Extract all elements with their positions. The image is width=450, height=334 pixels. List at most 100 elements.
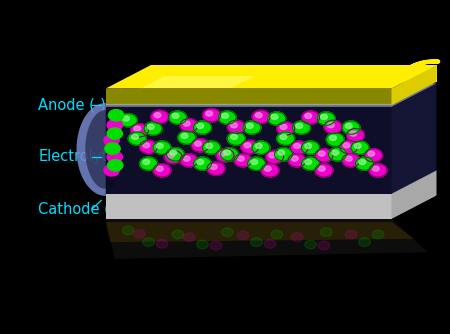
Circle shape <box>224 150 231 155</box>
Circle shape <box>320 228 332 236</box>
Circle shape <box>264 166 271 171</box>
Circle shape <box>368 151 375 156</box>
Circle shape <box>180 154 198 167</box>
Circle shape <box>351 141 369 154</box>
Circle shape <box>134 229 145 238</box>
Polygon shape <box>106 170 436 194</box>
Circle shape <box>359 238 370 246</box>
Circle shape <box>255 113 262 118</box>
Circle shape <box>197 123 204 129</box>
Polygon shape <box>392 65 436 105</box>
Circle shape <box>156 166 163 171</box>
Circle shape <box>147 124 154 130</box>
Circle shape <box>246 123 253 129</box>
Circle shape <box>302 141 319 154</box>
Circle shape <box>219 151 226 156</box>
Circle shape <box>369 164 387 177</box>
Circle shape <box>292 121 310 134</box>
Circle shape <box>194 141 202 146</box>
Circle shape <box>143 159 150 165</box>
Circle shape <box>119 114 137 127</box>
Circle shape <box>169 111 187 124</box>
Polygon shape <box>86 110 115 189</box>
Circle shape <box>227 132 245 145</box>
Circle shape <box>244 143 251 148</box>
Circle shape <box>191 139 209 152</box>
Circle shape <box>350 131 357 136</box>
Polygon shape <box>106 65 436 89</box>
Circle shape <box>107 151 122 163</box>
Polygon shape <box>142 76 254 88</box>
Circle shape <box>237 156 244 161</box>
Circle shape <box>302 157 319 170</box>
Circle shape <box>318 241 330 250</box>
Circle shape <box>251 238 262 246</box>
Circle shape <box>305 143 312 149</box>
Circle shape <box>345 230 357 239</box>
Circle shape <box>202 141 220 154</box>
Circle shape <box>320 114 328 120</box>
Circle shape <box>291 156 298 161</box>
Circle shape <box>328 148 346 161</box>
Circle shape <box>315 164 333 177</box>
Circle shape <box>305 240 316 249</box>
Circle shape <box>143 238 154 246</box>
Circle shape <box>280 124 287 130</box>
Circle shape <box>197 240 208 249</box>
Circle shape <box>317 112 335 125</box>
Circle shape <box>234 154 252 167</box>
Circle shape <box>340 140 358 154</box>
Circle shape <box>342 121 360 134</box>
Polygon shape <box>106 80 436 107</box>
Circle shape <box>221 228 233 236</box>
Circle shape <box>181 133 188 139</box>
Circle shape <box>252 110 270 124</box>
Circle shape <box>178 131 196 144</box>
FancyArrowPatch shape <box>393 61 438 83</box>
Polygon shape <box>106 105 392 194</box>
Circle shape <box>345 156 352 161</box>
Circle shape <box>277 132 295 145</box>
Circle shape <box>164 150 182 164</box>
Circle shape <box>271 114 278 120</box>
Circle shape <box>194 157 212 170</box>
Circle shape <box>144 122 162 135</box>
Circle shape <box>128 132 146 145</box>
Circle shape <box>329 135 337 141</box>
Circle shape <box>248 157 266 170</box>
Polygon shape <box>106 82 436 105</box>
Circle shape <box>218 111 236 124</box>
Circle shape <box>104 135 119 146</box>
Circle shape <box>230 123 238 128</box>
Circle shape <box>194 121 212 134</box>
Circle shape <box>172 113 179 119</box>
Circle shape <box>324 120 342 134</box>
Circle shape <box>221 113 229 119</box>
Polygon shape <box>106 194 392 219</box>
Circle shape <box>183 233 195 241</box>
Circle shape <box>290 141 308 154</box>
Circle shape <box>206 111 213 116</box>
Text: Electrolyte: Electrolyte <box>38 150 117 164</box>
Circle shape <box>166 148 184 161</box>
Circle shape <box>280 134 287 140</box>
Circle shape <box>277 122 295 135</box>
Circle shape <box>345 123 352 129</box>
Circle shape <box>327 123 334 128</box>
Polygon shape <box>106 222 414 242</box>
Circle shape <box>131 134 139 140</box>
Polygon shape <box>106 195 436 219</box>
Circle shape <box>108 110 124 121</box>
Circle shape <box>274 148 292 161</box>
Circle shape <box>130 124 148 137</box>
Circle shape <box>156 239 168 248</box>
Circle shape <box>108 160 123 171</box>
Circle shape <box>342 154 360 167</box>
Circle shape <box>266 150 284 164</box>
Circle shape <box>305 159 312 165</box>
Circle shape <box>154 113 161 118</box>
Circle shape <box>170 150 177 155</box>
Circle shape <box>156 143 163 149</box>
Circle shape <box>255 143 262 149</box>
Circle shape <box>288 154 306 167</box>
